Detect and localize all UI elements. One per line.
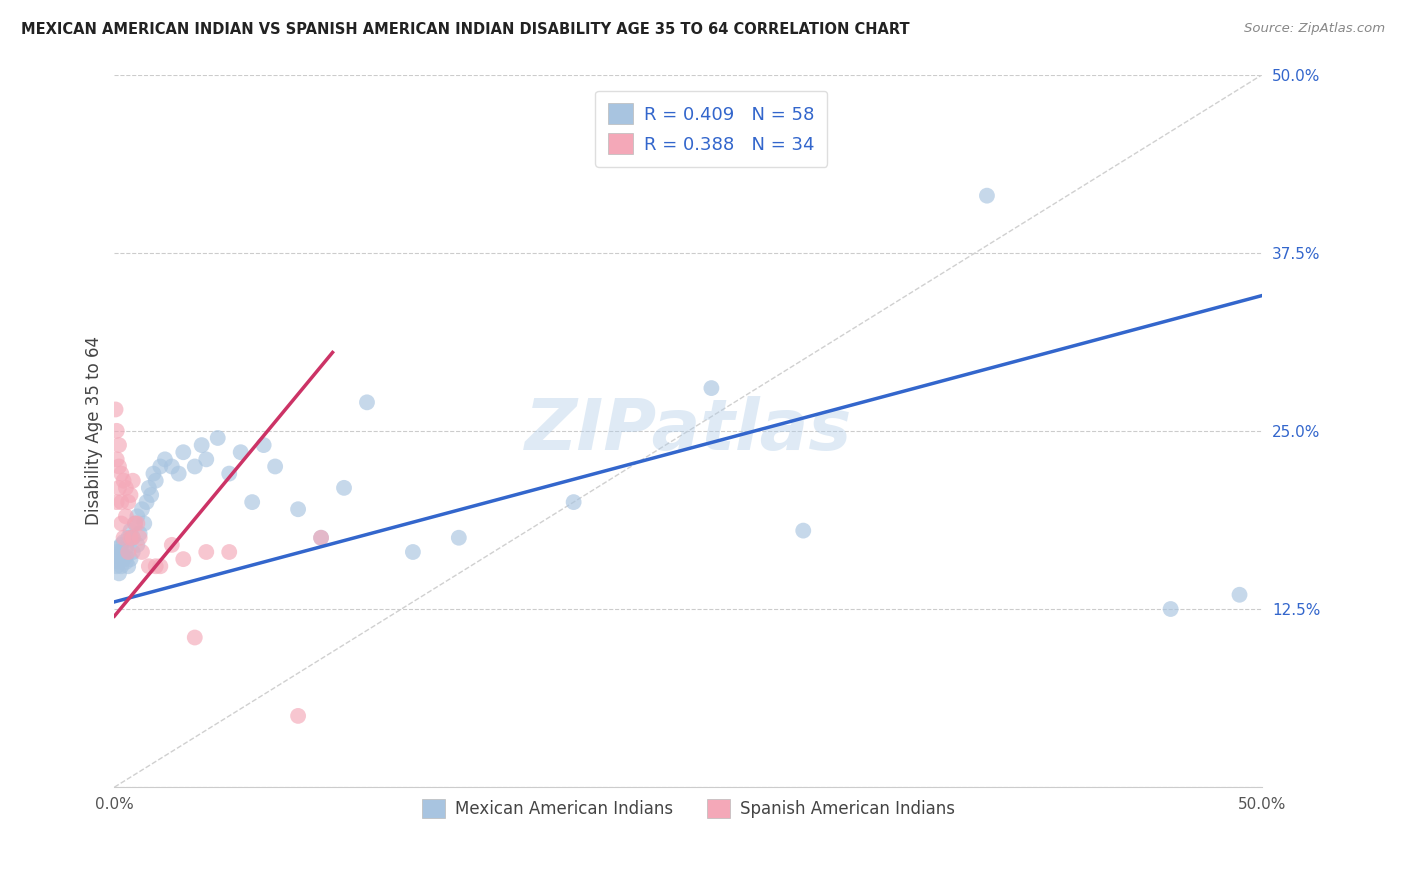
Point — [112, 474, 135, 488]
Point — [138, 481, 160, 495]
Point — [333, 481, 356, 495]
Text: Source: ZipAtlas.com: Source: ZipAtlas.com — [1244, 22, 1385, 36]
Point — [108, 481, 131, 495]
Point — [115, 481, 138, 495]
Point — [172, 445, 194, 459]
Point — [121, 474, 143, 488]
Point — [172, 552, 194, 566]
Point — [153, 452, 176, 467]
Point — [121, 545, 143, 559]
Point — [115, 549, 138, 564]
Point — [110, 545, 132, 559]
Point — [195, 452, 218, 467]
Point — [105, 552, 128, 566]
Point — [218, 545, 240, 559]
Point — [105, 495, 128, 509]
Point — [120, 531, 142, 545]
Point — [117, 559, 139, 574]
Point — [134, 516, 156, 531]
Point — [105, 545, 128, 559]
Point — [160, 538, 183, 552]
Point — [112, 552, 135, 566]
Point — [149, 459, 172, 474]
Point — [121, 531, 143, 545]
Point — [131, 502, 153, 516]
Text: MEXICAN AMERICAN INDIAN VS SPANISH AMERICAN INDIAN DISABILITY AGE 35 TO 64 CORRE: MEXICAN AMERICAN INDIAN VS SPANISH AMERI… — [21, 22, 910, 37]
Legend: Mexican American Indians, Spanish American Indians: Mexican American Indians, Spanish Americ… — [415, 793, 962, 825]
Point — [190, 438, 212, 452]
Point — [145, 559, 167, 574]
Point — [110, 538, 132, 552]
Point — [108, 541, 131, 555]
Point — [700, 381, 723, 395]
Point — [207, 431, 229, 445]
Point — [264, 459, 287, 474]
Point — [108, 459, 131, 474]
Point — [149, 559, 172, 574]
Point — [117, 531, 139, 545]
Point — [127, 509, 149, 524]
Point — [287, 709, 309, 723]
Point — [1229, 588, 1251, 602]
Point — [792, 524, 814, 538]
Point — [402, 545, 425, 559]
Point — [309, 531, 332, 545]
Point — [127, 516, 149, 531]
Point — [562, 495, 585, 509]
Point — [287, 502, 309, 516]
Point — [1160, 602, 1182, 616]
Point — [110, 495, 132, 509]
Point — [110, 516, 132, 531]
Point — [110, 467, 132, 481]
Point — [218, 467, 240, 481]
Point — [447, 531, 470, 545]
Point — [105, 424, 128, 438]
Point — [976, 188, 998, 202]
Point — [167, 467, 190, 481]
Point — [108, 438, 131, 452]
Point — [131, 545, 153, 559]
Point — [240, 495, 263, 509]
Point — [124, 516, 146, 531]
Point — [110, 559, 132, 574]
Point — [104, 402, 127, 417]
Point — [309, 531, 332, 545]
Point — [142, 467, 165, 481]
Point — [145, 474, 167, 488]
Point — [108, 549, 131, 564]
Point — [128, 526, 150, 541]
Point — [112, 535, 135, 549]
Point — [120, 488, 142, 502]
Point — [120, 524, 142, 538]
Point — [124, 516, 146, 531]
Point — [138, 559, 160, 574]
Point — [160, 459, 183, 474]
Point — [195, 545, 218, 559]
Text: ZIPatlas: ZIPatlas — [524, 396, 852, 466]
Point — [115, 555, 138, 569]
Point — [184, 459, 207, 474]
Point — [127, 538, 149, 552]
Point — [105, 452, 128, 467]
Point — [135, 495, 157, 509]
Point — [141, 488, 163, 502]
Point — [253, 438, 276, 452]
Point — [117, 495, 139, 509]
Point — [121, 531, 143, 545]
Point — [117, 545, 139, 559]
Point — [112, 531, 135, 545]
Point — [128, 531, 150, 545]
Point — [356, 395, 378, 409]
Point — [184, 631, 207, 645]
Point — [108, 566, 131, 581]
Point — [108, 555, 131, 569]
Y-axis label: Disability Age 35 to 64: Disability Age 35 to 64 — [86, 336, 103, 525]
Point — [115, 509, 138, 524]
Point — [105, 559, 128, 574]
Point — [115, 541, 138, 555]
Point — [229, 445, 252, 459]
Point — [120, 552, 142, 566]
